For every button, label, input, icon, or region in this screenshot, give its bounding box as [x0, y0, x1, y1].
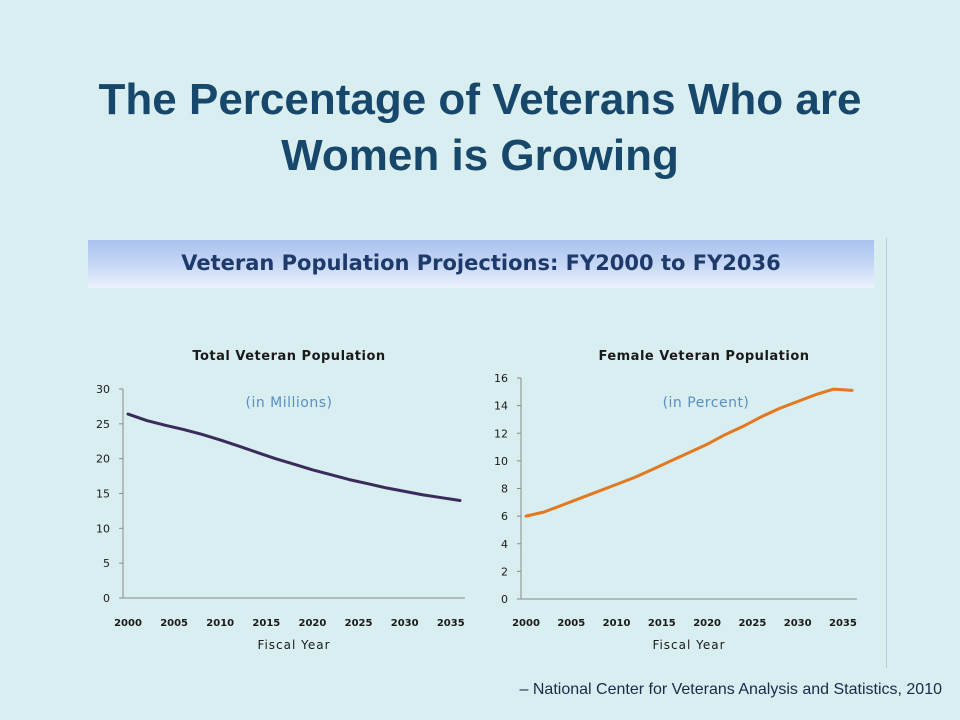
chart2-y-tick-label: 12 [494, 427, 508, 440]
chart2-y-tick-label: 2 [501, 565, 508, 578]
chart1-x-tick-label: 2015 [252, 618, 280, 629]
chart2-series-line [524, 387, 854, 518]
chart2-x-tick-label: 2020 [693, 618, 721, 629]
slide-title-line1: The Percentage of Veterans Who are [98, 75, 862, 124]
divider-line [886, 238, 887, 668]
chart2-x-tick-label: 2010 [603, 618, 631, 629]
chart1-x-tick-label: 2020 [299, 618, 327, 629]
chart1-y-tick-label: 15 [96, 488, 110, 501]
chart1-x-tick-label: 2035 [437, 618, 465, 629]
chart2-x-tick-label: 2035 [829, 618, 857, 629]
chart2-y-tick-label: 16 [494, 372, 508, 385]
source-citation: – National Center for Veterans Analysis … [519, 681, 942, 698]
chart1-x-tick-label: 2010 [206, 618, 234, 629]
chart1-y-tick-label: 5 [103, 557, 110, 570]
chart2-y-tick-label: 4 [501, 538, 508, 551]
slide-title: The Percentage of Veterans Who are Women… [40, 72, 920, 184]
chart1-x-tick-label: 2005 [160, 618, 188, 629]
chart1-title: Total Veteran Population [192, 349, 385, 364]
slide-title-line2: Women is Growing [281, 131, 679, 180]
chart1-x-axis-label: Fiscal Year [257, 638, 330, 652]
chart2-x-axis-label: Fiscal Year [652, 638, 725, 652]
chart2-subtitle: (in Percent) [663, 395, 750, 411]
chart2-x-tick-label: 2005 [557, 618, 585, 629]
chart1-subtitle: (in Millions) [245, 395, 332, 411]
chart2-title: Female Veteran Population [598, 349, 809, 364]
chart1-x-tick-label: 2030 [391, 618, 419, 629]
chart1-y-tick-label: 10 [96, 522, 110, 535]
chart1-y-tick-label: 0 [103, 592, 110, 605]
chart1-y-tick-label: 30 [96, 383, 110, 396]
chart1-series-line [126, 412, 462, 502]
chart-banner-text: Veteran Population Projections: FY2000 t… [181, 251, 781, 275]
chart2-x-tick-label: 2015 [648, 618, 676, 629]
chart2-x-tick-label: 2000 [512, 618, 540, 629]
chart1-x-tick-label: 2025 [345, 618, 373, 629]
chart1-x-tick-label: 2000 [114, 618, 142, 629]
chart2-y-tick-label: 6 [501, 510, 508, 523]
chart2-y-tick-label: 10 [494, 455, 508, 468]
chart2-y-tick-label: 14 [494, 400, 508, 413]
chart2-y-tick-label: 8 [501, 483, 508, 496]
chart1-y-tick-label: 20 [96, 453, 110, 466]
chart2-x-tick-label: 2030 [784, 618, 812, 629]
chart2-x-tick-label: 2025 [738, 618, 766, 629]
chart1-y-tick-label: 25 [96, 418, 110, 431]
chart2-y-tick-label: 0 [501, 593, 508, 606]
chart-banner: Veteran Population Projections: FY2000 t… [88, 240, 874, 288]
